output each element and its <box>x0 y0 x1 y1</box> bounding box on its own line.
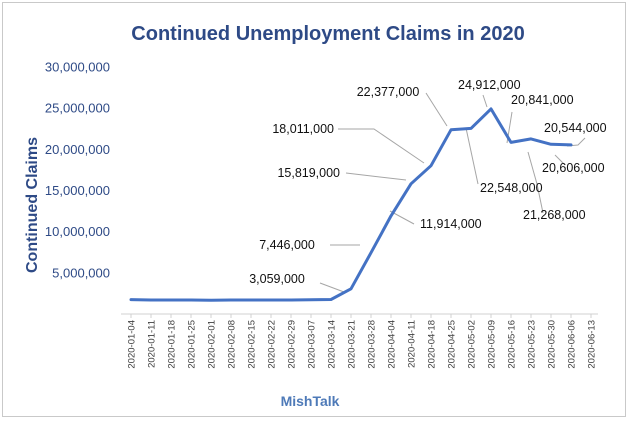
y-tick-label: 25,000,000 <box>45 101 110 116</box>
data-label-leader-line <box>482 94 488 108</box>
x-axis-ticks: 2020-01-04 2020-01-11 2020-01-18 2020-01-25… <box>127 314 598 369</box>
x-tick-label: 2020-01-04 <box>127 320 138 369</box>
series-line <box>129 107 573 302</box>
x-tick-label: 2020-01-18 <box>167 320 178 369</box>
y-axis-ticks: 5,000,000 10,000,000 15,000,000 20,000,000 2… <box>45 60 110 281</box>
x-tick-label: 2020-04-04 <box>387 320 398 369</box>
chart-frame <box>2 2 626 417</box>
data-label: 11,914,000 <box>420 217 482 231</box>
x-tick-label: 2020-03-14 <box>327 320 338 369</box>
data-label-leader-line <box>345 172 407 181</box>
data-label: 24,912,000 <box>458 78 521 92</box>
x-tick-label: 2020-03-21 <box>347 320 358 369</box>
x-tick-label: 2020-02-01 <box>207 320 218 369</box>
x-tick-label: 2020-04-25 <box>447 320 458 369</box>
series-group <box>129 107 573 302</box>
y-axis-title: Continued Claims <box>24 137 41 273</box>
x-tick-label: 2020-06-06 <box>567 320 578 369</box>
x-tick-label: 2020-02-08 <box>227 320 238 369</box>
data-label: 20,841,000 <box>511 93 574 107</box>
data-label: 7,446,000 <box>259 238 315 252</box>
data-label-leader-line <box>425 92 448 127</box>
data-label: 20,606,000 <box>542 161 605 175</box>
data-label-leader-line <box>338 128 425 164</box>
data-label: 21,268,000 <box>523 208 586 222</box>
data-labels: 3,059,000 7,446,000 11,914,000 15,819,000 18… <box>249 78 606 286</box>
chart-title: Continued Unemployment Claims in 2020 <box>131 23 524 45</box>
x-tick-label: 2020-03-28 <box>367 320 378 369</box>
data-label: 15,819,000 <box>277 166 340 180</box>
y-tick-label: 20,000,000 <box>45 142 110 157</box>
data-label-leader-line <box>319 282 345 293</box>
data-label-leader-line <box>554 154 566 166</box>
data-label: 18,011,000 <box>272 122 334 136</box>
data-label-leader-line <box>465 127 479 185</box>
x-tick-label: 2020-05-02 <box>467 320 478 369</box>
x-tick-label: 2020-01-25 <box>187 320 198 369</box>
y-tick-label: 15,000,000 <box>45 183 110 198</box>
y-tick-label: 30,000,000 <box>45 60 110 75</box>
data-label: 22,377,000 <box>357 85 420 99</box>
y-tick-label: 10,000,000 <box>45 224 110 239</box>
x-tick-label: 2020-04-11 <box>407 320 418 368</box>
x-tick-label: 2020-05-30 <box>547 320 558 369</box>
x-tick-label: 2020-05-23 <box>527 320 538 369</box>
data-label-leader-line <box>527 151 544 214</box>
x-tick-label: 2020-02-22 <box>267 320 278 369</box>
x-tick-label: 2020-05-09 <box>487 320 498 369</box>
x-tick-label: 2020-01-11 <box>147 320 158 368</box>
x-tick-label: 2020-05-16 <box>507 320 518 369</box>
data-label: 20,544,000 <box>544 121 607 135</box>
data-label: 3,059,000 <box>249 272 305 286</box>
x-tick-label: 2020-06-13 <box>587 320 598 369</box>
footer-source-label: MishTalk <box>281 393 340 409</box>
x-tick-label: 2020-02-15 <box>247 320 258 369</box>
x-tick-label: 2020-04-18 <box>427 320 438 369</box>
x-tick-label: 2020-02-29 <box>287 320 298 369</box>
data-label: 22,548,000 <box>480 181 543 195</box>
x-tick-label: 2020-03-07 <box>307 320 318 369</box>
y-tick-label: 5,000,000 <box>52 265 110 280</box>
